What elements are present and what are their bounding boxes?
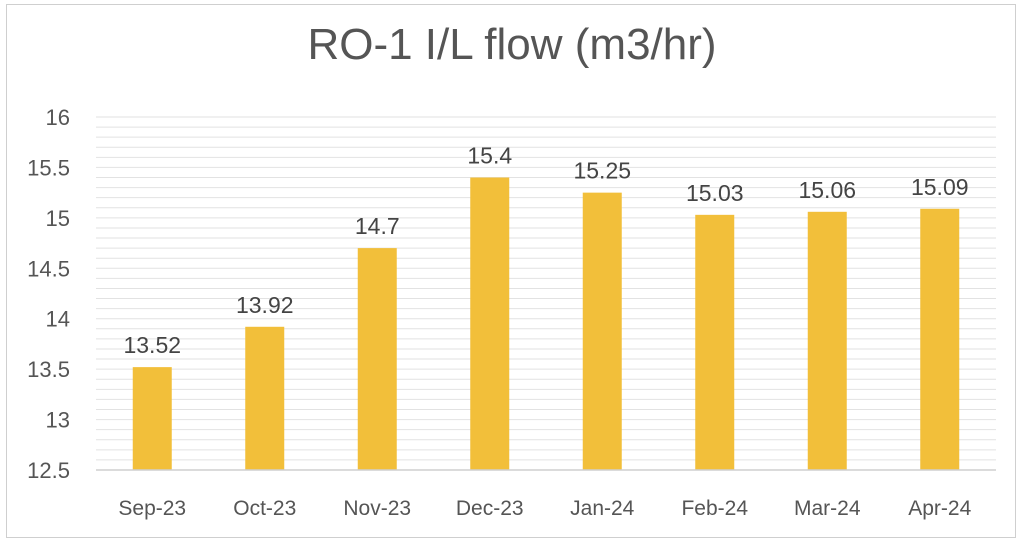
bar [470, 177, 510, 470]
x-tick-label: Dec-23 [456, 497, 524, 520]
data-label: 13.92 [236, 292, 294, 318]
bar [807, 211, 847, 470]
bar [695, 214, 735, 470]
y-tick-label: 14.5 [27, 256, 70, 281]
data-label: 15.4 [467, 143, 512, 169]
bar [132, 367, 172, 470]
x-tick-label: Oct-23 [233, 497, 296, 520]
bar [357, 248, 397, 470]
bar [582, 192, 622, 470]
y-tick-label: 14 [46, 307, 70, 332]
bar [245, 326, 285, 470]
x-tick-label: Apr-24 [908, 497, 971, 520]
y-tick-label: 13.5 [27, 357, 70, 382]
data-label: 15.03 [686, 180, 744, 206]
y-tick-label: 13 [46, 408, 70, 433]
chart-title: RO-1 I/L flow (m3/hr) [307, 20, 717, 69]
x-tick-label: Feb-24 [681, 497, 748, 520]
y-tick-label: 15.5 [27, 155, 70, 180]
data-labels: 13.52 13.92 14.7 15.4 15.25 15.03 15.06 15.09 [123, 143, 968, 359]
x-tick-label: Mar-24 [794, 497, 861, 520]
chart-frame [6, 4, 1016, 538]
x-tick-label: Jan-24 [570, 497, 635, 520]
data-label: 15.06 [798, 177, 856, 203]
x-tick-label: Nov-23 [343, 497, 411, 520]
y-tick-label: 15 [46, 206, 70, 231]
x-tick-label: Sep-23 [118, 497, 186, 520]
data-label: 14.7 [355, 213, 400, 239]
data-label: 15.25 [573, 158, 631, 184]
y-tick-label: 12.5 [27, 458, 70, 483]
gridlines [96, 116, 996, 471]
data-label: 13.52 [123, 332, 181, 358]
bar [920, 208, 960, 470]
bars [132, 177, 960, 470]
data-label: 15.09 [911, 174, 969, 200]
axes: 12.5 13 13.5 14 14.5 15 15.5 16 Sep-23 Oct-23 Nov-… [27, 105, 996, 520]
y-tick-label: 16 [46, 105, 70, 130]
